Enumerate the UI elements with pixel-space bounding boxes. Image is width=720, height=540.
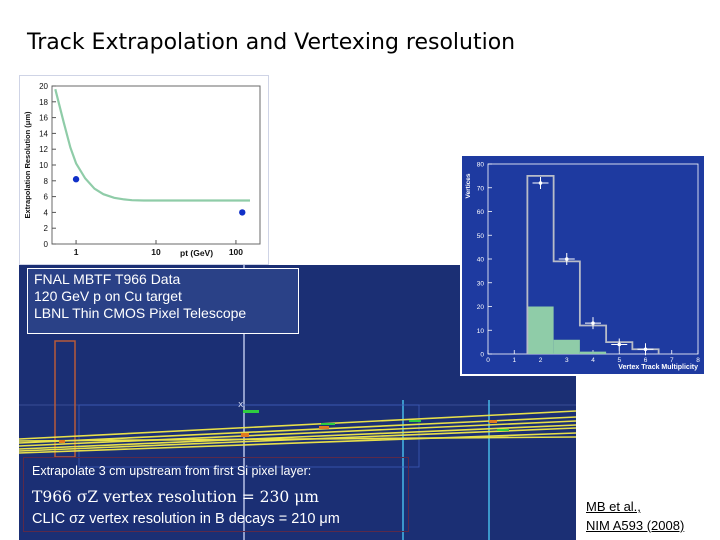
y-tick-label: 30 xyxy=(477,280,485,287)
data-point xyxy=(538,181,543,185)
vertex-multiplicity-plot: 0 10 20 30 40 50 60 70 80 0 1 2 3 4 5 6 7 8 Vertices Vertex… xyxy=(460,154,706,376)
y-tick-label: 60 xyxy=(477,209,485,216)
filled-bar xyxy=(579,351,607,354)
x-tick-label: 2 xyxy=(539,357,543,364)
data-point xyxy=(239,209,246,216)
y-tick-label: 4 xyxy=(44,208,49,217)
x-tick-label: 7 xyxy=(670,357,674,364)
data-point xyxy=(643,347,648,352)
x-axis-label: Vertex Track Multiplicity xyxy=(618,364,698,371)
axis-letter: x xyxy=(238,400,244,410)
caption-line-1: Extrapolate 3 cm upstream from first Si … xyxy=(32,464,312,478)
dataset-info-box: FNAL MBTF T966 Data 120 GeV p on Cu targ… xyxy=(27,268,299,334)
y-tick-label: 50 xyxy=(477,233,485,240)
x-tick-label: 6 xyxy=(644,357,648,364)
data-point xyxy=(591,321,595,325)
target-outline xyxy=(54,340,76,458)
data-point xyxy=(564,257,569,261)
x-tick-label: 3 xyxy=(565,357,569,364)
y-tick-label: 20 xyxy=(39,82,48,91)
x-tick-label: 0 xyxy=(486,357,490,364)
y-tick-label: 8 xyxy=(44,177,49,186)
y-tick-label: 16 xyxy=(39,114,48,123)
y-axis-label: Extrapolation Resolution (μm) xyxy=(23,111,32,219)
plot-frame xyxy=(51,85,261,245)
y-tick-label: 0 xyxy=(480,352,484,359)
x-tick-label: 100 xyxy=(229,247,243,257)
reference-line-1: MB et al., xyxy=(586,499,641,514)
x-tick-label: 8 xyxy=(696,357,700,364)
x-tick-label: 1 xyxy=(74,247,79,257)
reference-line-2: NIM A593 (2008) xyxy=(586,518,685,533)
x-tick-label: 1 xyxy=(512,357,516,364)
multiplicity-chart-svg: 0 10 20 30 40 50 60 70 80 0 1 2 3 4 5 6 7 8 Vertices Vertex… xyxy=(465,162,700,372)
extrapolation-resolution-plot: 0 2 4 6 8 10 12 14 16 18 20 1 10 100 Extrapolation Res… xyxy=(19,75,269,265)
reference-link[interactable]: MB et al., NIM A593 (2008) xyxy=(586,497,684,535)
resolution-chart-svg: 0 2 4 6 8 10 12 14 16 18 20 1 10 100 Extrapolation Res… xyxy=(23,82,261,258)
y-tick-label: 40 xyxy=(477,257,485,264)
y-tick-label: 10 xyxy=(477,328,485,335)
vertex-resolution-caption: Extrapolate 3 cm upstream from first Si … xyxy=(23,457,409,532)
y-tick-label: 80 xyxy=(477,162,485,169)
green-hits xyxy=(243,410,509,431)
y-tick-label: 14 xyxy=(39,129,48,138)
filled-bar xyxy=(527,306,554,354)
y-tick-label: 20 xyxy=(477,304,485,311)
track-display-svg: x xyxy=(19,265,576,540)
slide-title: Track Extrapolation and Vertexing resolu… xyxy=(27,30,516,55)
fit-curve xyxy=(54,88,250,202)
y-tick-label: 12 xyxy=(39,145,48,154)
y-tick-label: 10 xyxy=(39,161,48,170)
x-tick-label: 10 xyxy=(151,247,161,257)
y-tick-label: 6 xyxy=(44,193,49,202)
y-tick-label: 0 xyxy=(44,240,49,249)
info-line-2: 120 GeV p on Cu target xyxy=(34,288,182,304)
track-bundle xyxy=(19,410,576,454)
filled-bar xyxy=(553,339,580,354)
y-tick-label: 70 xyxy=(477,185,485,192)
y-tick-label: 18 xyxy=(39,98,48,107)
y-tick-label: 2 xyxy=(44,224,49,233)
x-tick-label: 5 xyxy=(617,357,621,364)
data-point xyxy=(72,176,80,183)
y-axis-label: Vertices xyxy=(465,173,472,198)
hit-markers xyxy=(59,420,497,443)
info-line-1: FNAL MBTF T966 Data xyxy=(34,271,181,287)
data-point xyxy=(617,342,622,347)
info-line-3: LBNL Thin CMOS Pixel Telescope xyxy=(34,305,247,321)
x-tick-label: 4 xyxy=(591,357,595,364)
caption-line-2: T966 σZ vertex resolution = 230 μm xyxy=(32,488,319,506)
x-axis-label: pt (GeV) xyxy=(180,248,213,258)
caption-line-3: CLIC σz vertex resolution in B decays = … xyxy=(32,511,340,527)
